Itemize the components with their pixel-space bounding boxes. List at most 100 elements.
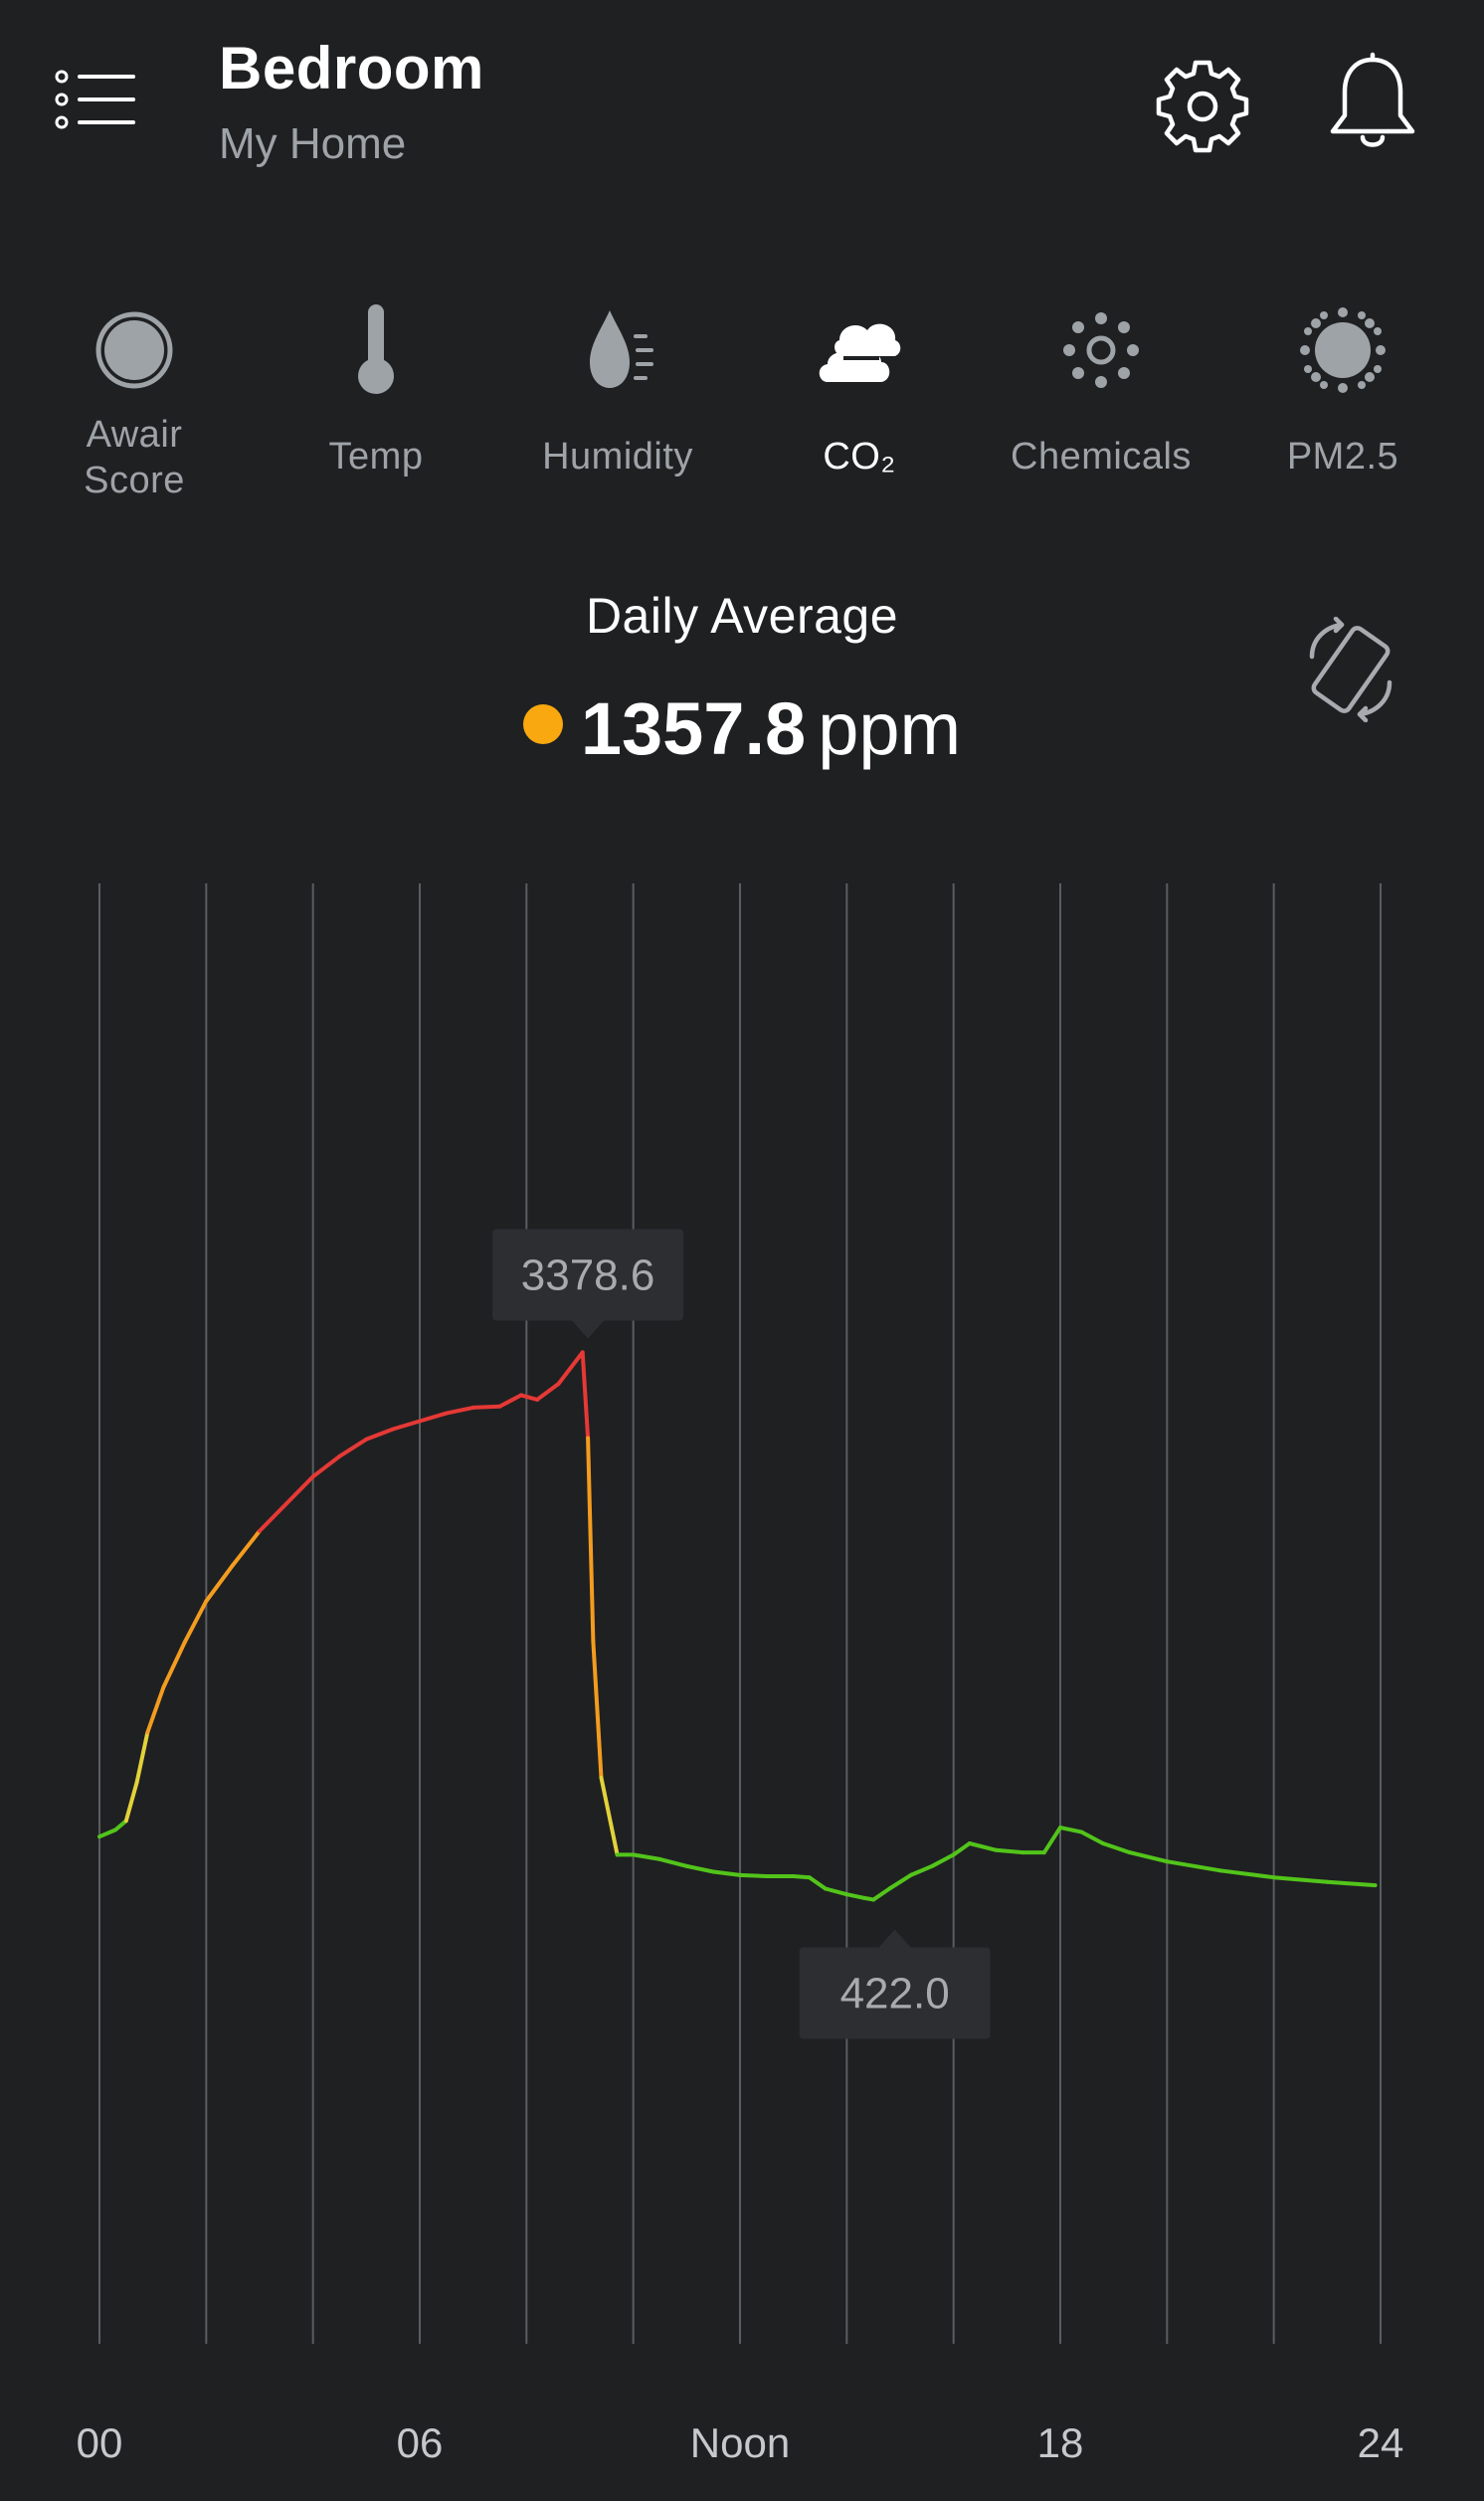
series-line-segment bbox=[134, 1730, 150, 1785]
tab-label-pm25: PM2.5 bbox=[1286, 436, 1399, 478]
daily-average-value-row: 1357.8 ppm bbox=[0, 684, 1484, 774]
series-line-segment bbox=[1079, 1829, 1105, 1845]
tab-label-chemicals: Chemicals bbox=[1011, 436, 1192, 478]
series-line-segment bbox=[97, 1828, 118, 1839]
series-line-segment bbox=[364, 1427, 396, 1442]
series-line-segment bbox=[204, 1563, 236, 1604]
tab-temp[interactable]: Temp bbox=[267, 289, 485, 517]
bell-icon[interactable] bbox=[1323, 52, 1422, 155]
gear-icon[interactable] bbox=[1154, 58, 1251, 155]
series-line-segment bbox=[519, 1393, 540, 1402]
series-line-segment bbox=[930, 1852, 956, 1868]
series-line-segment bbox=[1218, 1868, 1276, 1880]
series-line-segment bbox=[1127, 1850, 1170, 1864]
callout-label: 3378.6 bbox=[521, 1250, 655, 1299]
series-line-segment bbox=[860, 1895, 876, 1902]
tab-label-awair-score: Awair Score bbox=[84, 414, 185, 501]
x-tick-label: 06 bbox=[397, 2419, 444, 2466]
tab-label-temp: Temp bbox=[328, 436, 424, 478]
series-line-segment bbox=[791, 1874, 812, 1880]
series-line-segment bbox=[145, 1685, 166, 1735]
chart-series-layer bbox=[97, 1350, 1378, 1902]
daily-average-value: 1357.8 bbox=[580, 687, 807, 770]
series-line-segment bbox=[1058, 1826, 1084, 1834]
x-tick-label: 24 bbox=[1358, 2419, 1404, 2466]
series-line-segment bbox=[283, 1474, 315, 1506]
series-line-segment bbox=[994, 1847, 1025, 1855]
series-line-segment bbox=[684, 1863, 716, 1874]
series-line-segment bbox=[113, 1819, 128, 1832]
tab-awair-score[interactable]: Awair Score bbox=[25, 289, 244, 517]
series-line-segment bbox=[631, 1852, 662, 1861]
humidity-drop-icon bbox=[568, 300, 667, 400]
daily-average-unit: ppm bbox=[818, 687, 962, 770]
chemicals-icon bbox=[1051, 300, 1151, 400]
co2-cloud-icon bbox=[810, 300, 909, 400]
series-line-segment bbox=[161, 1639, 187, 1689]
series-line-segment bbox=[391, 1419, 422, 1432]
series-line-segment bbox=[258, 1501, 288, 1533]
x-tick-label: Noon bbox=[690, 2419, 790, 2466]
series-line-segment bbox=[470, 1404, 502, 1410]
series-line-segment bbox=[591, 1639, 604, 1780]
tab-pm25[interactable]: PM2.5 bbox=[1233, 289, 1452, 517]
min-callout: 422.0 bbox=[799, 1929, 991, 2039]
series-line-segment bbox=[711, 1869, 742, 1877]
chart-gridlines bbox=[98, 883, 1382, 2344]
series-line-segment bbox=[497, 1393, 523, 1409]
status-dot bbox=[522, 704, 563, 744]
series-line-segment bbox=[823, 1886, 849, 1897]
series-line-segment bbox=[418, 1411, 449, 1424]
menu-list-icon[interactable] bbox=[52, 62, 143, 153]
metric-tabs: Awair Score Temp bbox=[0, 289, 1484, 517]
series-line-segment bbox=[231, 1528, 262, 1568]
series-line-segment bbox=[580, 1350, 591, 1441]
series-line-segment bbox=[657, 1856, 689, 1868]
series-line-segment bbox=[337, 1437, 369, 1458]
series-line-segment bbox=[535, 1382, 561, 1402]
x-tick-label: 00 bbox=[77, 2419, 123, 2466]
callout-pointer bbox=[572, 1320, 605, 1339]
room-title: Bedroom bbox=[219, 35, 484, 101]
series-line-segment bbox=[871, 1886, 892, 1902]
series-line-segment bbox=[1325, 1879, 1378, 1888]
series-line-segment bbox=[586, 1436, 596, 1644]
series-line-segment bbox=[887, 1872, 913, 1891]
series-line-segment bbox=[1100, 1841, 1132, 1855]
series-line-segment bbox=[951, 1841, 972, 1857]
callout-label: 422.0 bbox=[840, 1969, 950, 2018]
tab-label-humidity: Humidity bbox=[542, 436, 693, 478]
x-tick-label: 18 bbox=[1037, 2419, 1084, 2466]
tab-label-co2: CO₂ bbox=[823, 436, 896, 478]
rotate-screen-icon[interactable] bbox=[1298, 616, 1403, 723]
series-line-segment bbox=[1165, 1859, 1222, 1873]
max-callout: 3378.6 bbox=[492, 1229, 684, 1339]
series-line-segment bbox=[123, 1780, 139, 1824]
series-line-segment bbox=[908, 1863, 935, 1877]
series-line-segment bbox=[182, 1599, 209, 1644]
series-line-segment bbox=[599, 1776, 620, 1857]
pm25-icon bbox=[1293, 300, 1392, 400]
awair-score-icon bbox=[85, 300, 184, 400]
tab-chemicals[interactable]: Chemicals bbox=[992, 289, 1210, 517]
daily-average-title: Daily Average bbox=[585, 588, 899, 644]
series-line-segment bbox=[967, 1841, 999, 1852]
callout-box bbox=[492, 1229, 684, 1321]
home-subtitle: My Home bbox=[219, 119, 407, 168]
series-line-segment bbox=[444, 1405, 475, 1416]
series-line-segment bbox=[1271, 1875, 1330, 1884]
callout-box bbox=[799, 1947, 991, 2039]
chart-x-axis: 00 06 Noon 18 24 bbox=[77, 2419, 1404, 2466]
series-line-segment bbox=[310, 1453, 342, 1479]
tab-co2[interactable]: CO₂ bbox=[750, 289, 969, 517]
thermometer-icon bbox=[326, 300, 426, 400]
callout-pointer bbox=[878, 1929, 911, 1948]
tab-humidity[interactable]: Humidity bbox=[508, 289, 727, 517]
series-line-segment bbox=[807, 1875, 828, 1891]
series-line-segment bbox=[1041, 1826, 1062, 1855]
chart-annotations: 3378.6 422.0 bbox=[492, 1229, 991, 2039]
series-line-segment bbox=[844, 1892, 865, 1900]
series-line-segment bbox=[556, 1350, 585, 1386]
series-line-segment bbox=[738, 1872, 769, 1878]
